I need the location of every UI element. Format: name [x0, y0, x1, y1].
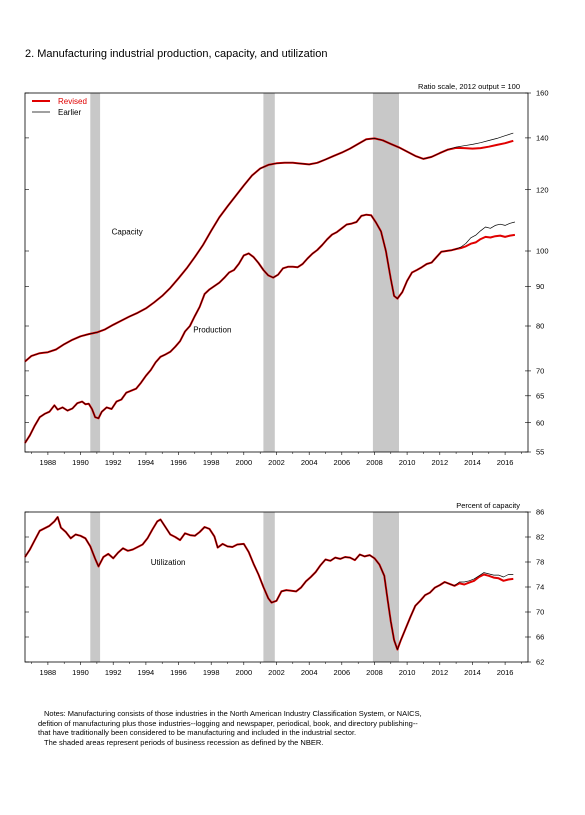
y-tick-label: 82	[536, 533, 544, 542]
x-tick-label: 1998	[203, 458, 220, 467]
series-label: Utilization	[151, 558, 186, 567]
y-tick-label: 66	[536, 633, 544, 642]
x-tick-label: 1990	[72, 458, 89, 467]
x-tick-label: 1994	[138, 458, 155, 467]
y-tick-label: 78	[536, 558, 544, 567]
notes-line: Notes: Manufacturing consists of those i…	[44, 709, 422, 718]
notes: Notes: Manufacturing consists of those i…	[38, 709, 564, 747]
y-tick-label: 55	[536, 448, 544, 457]
recession-band	[90, 512, 101, 662]
y-tick-label: 100	[536, 247, 549, 256]
x-tick-label: 2006	[333, 458, 350, 467]
y-tick-label: 120	[536, 185, 549, 194]
x-tick-label: 2000	[235, 458, 252, 467]
y-tick-label: 65	[536, 392, 544, 401]
x-tick-label: 2008	[366, 668, 383, 677]
legend-revised-label: Revised	[58, 97, 87, 106]
series-line-utilization_earlier	[24, 516, 514, 650]
x-tick-label: 1998	[203, 668, 220, 677]
series-line-production_earlier	[24, 214, 515, 444]
x-tick-label: 2012	[431, 668, 448, 677]
notes-line: defition of manufacturing plus those ind…	[38, 718, 418, 728]
y-tick-label: 70	[536, 367, 544, 376]
legend-earlier-label: Earlier	[58, 108, 81, 117]
recession-band	[263, 512, 275, 662]
x-tick-label: 2014	[464, 458, 481, 467]
x-tick-label: 2010	[399, 668, 416, 677]
x-tick-label: 1988	[40, 668, 57, 677]
y-tick-label: 70	[536, 608, 544, 617]
x-tick-label: 1988	[40, 458, 57, 467]
capacity-production-chart: 1988 1990 1992 1994 1996 1998 2000 2002 2004 2006…	[24, 82, 549, 467]
y-tick-label: 74	[536, 583, 544, 592]
y-tick-label: 80	[536, 322, 544, 331]
x-tick-label: 1992	[105, 458, 122, 467]
recession-band	[90, 93, 101, 452]
axis-note: Percent of capacity	[456, 501, 520, 510]
x-tick-label: 2016	[497, 668, 514, 677]
legend: Revised Earlier	[32, 97, 87, 117]
x-tick-label: 2006	[333, 668, 350, 677]
x-tick-label: 2002	[268, 668, 285, 677]
y-tick-label: 86	[536, 508, 544, 517]
x-tick-label: 1996	[170, 458, 187, 467]
y-tick-label: 160	[536, 89, 549, 98]
series-line-capacity_earlier	[24, 132, 514, 362]
recession-band	[263, 93, 275, 452]
series-label: Capacity	[112, 228, 143, 237]
utilization-chart: 1988 1990 1992 1994 1996 1998 2000 2002 2004 2006…	[24, 501, 544, 677]
x-tick-label: 2004	[301, 668, 318, 677]
x-tick-label: 1992	[105, 668, 122, 677]
x-tick-label: 1996	[170, 668, 187, 677]
x-tick-label: 1994	[138, 668, 155, 677]
x-tick-label: 2008	[366, 458, 383, 467]
y-tick-label: 62	[536, 658, 544, 667]
x-tick-label: 2010	[399, 458, 416, 467]
plot-frame	[24, 92, 529, 453]
x-tick-label: 2012	[431, 458, 448, 467]
series-label: Production	[193, 325, 231, 334]
notes-line: The shaded areas represent periods of bu…	[44, 737, 324, 747]
y-tick-label: 90	[536, 282, 544, 291]
axis-note: Ratio scale, 2012 output = 100	[418, 82, 520, 91]
x-tick-label: 2004	[301, 458, 318, 467]
x-tick-label: 1990	[72, 668, 89, 677]
page-title: 2. Manufacturing industrial production, …	[25, 48, 327, 60]
notes-line: that have traditionally been considered …	[38, 728, 357, 737]
recession-band	[372, 93, 399, 452]
plot-frame	[24, 511, 529, 663]
x-tick-label: 2016	[497, 458, 514, 467]
y-tick-label: 140	[536, 134, 549, 143]
y-tick-label: 60	[536, 418, 544, 427]
x-tick-label: 2000	[235, 668, 252, 677]
x-tick-label: 2002	[268, 458, 285, 467]
x-tick-label: 2014	[464, 668, 481, 677]
